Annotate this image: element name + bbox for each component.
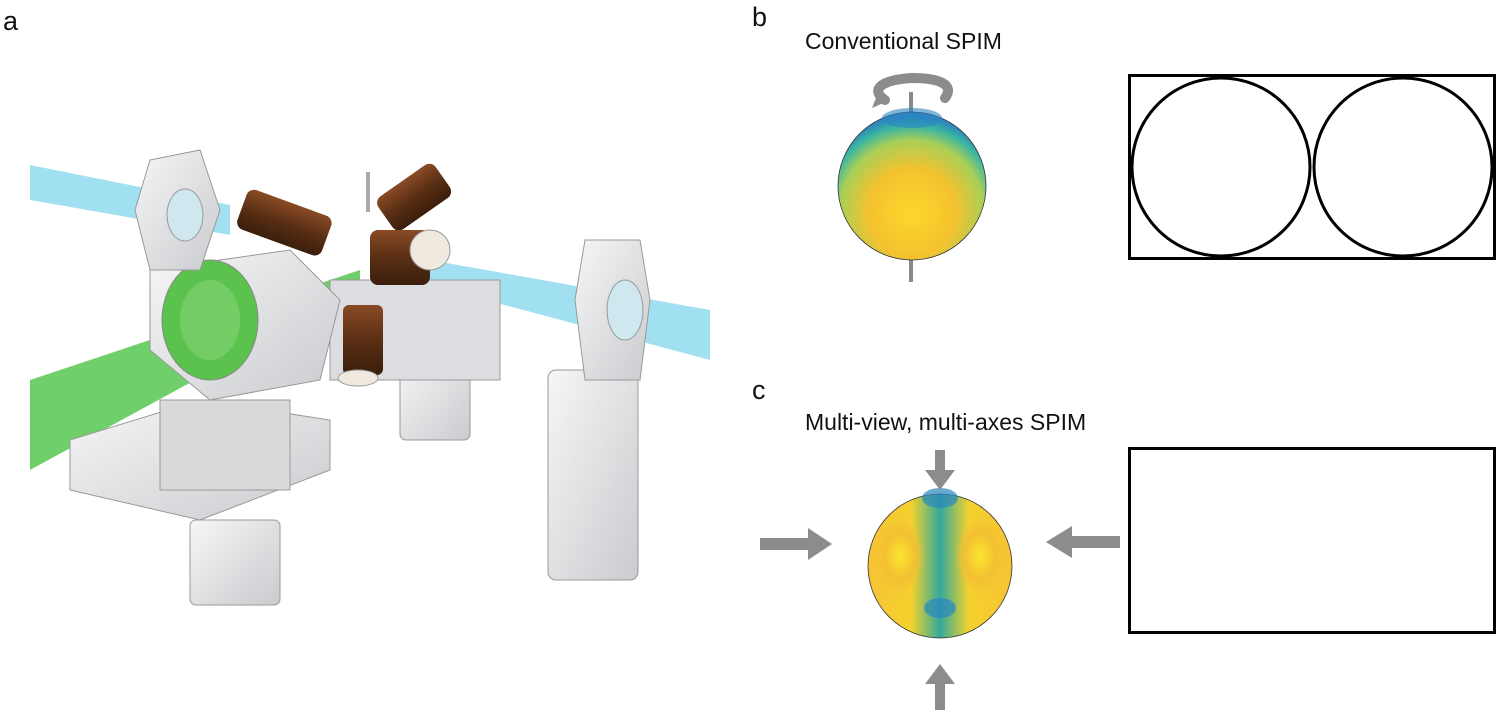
rotation-arrow-icon	[872, 72, 953, 108]
left-mount	[69, 399, 331, 606]
panel-c-label: c	[752, 375, 766, 405]
magnetic-coils	[237, 163, 452, 387]
conventional-spim-sphere	[837, 92, 987, 282]
upper-left-mount	[134, 149, 221, 271]
panel-c-title: Multi-view, multi-axes SPIM	[805, 409, 1087, 435]
panel-b-title: Conventional SPIM	[805, 28, 1002, 54]
panel-b-label: b	[752, 2, 768, 32]
arrow-icon	[760, 450, 1120, 710]
coverage-circle-right	[1312, 77, 1493, 257]
panel-a-label: a	[3, 6, 19, 36]
conventional-coverage-box	[1128, 74, 1496, 260]
coverage-circle-left	[1131, 77, 1312, 257]
multiview-coverage-box	[1128, 447, 1496, 634]
right-post	[547, 239, 651, 581]
objective-holder	[149, 249, 341, 401]
multi-view-spim-sphere	[867, 488, 1013, 639]
